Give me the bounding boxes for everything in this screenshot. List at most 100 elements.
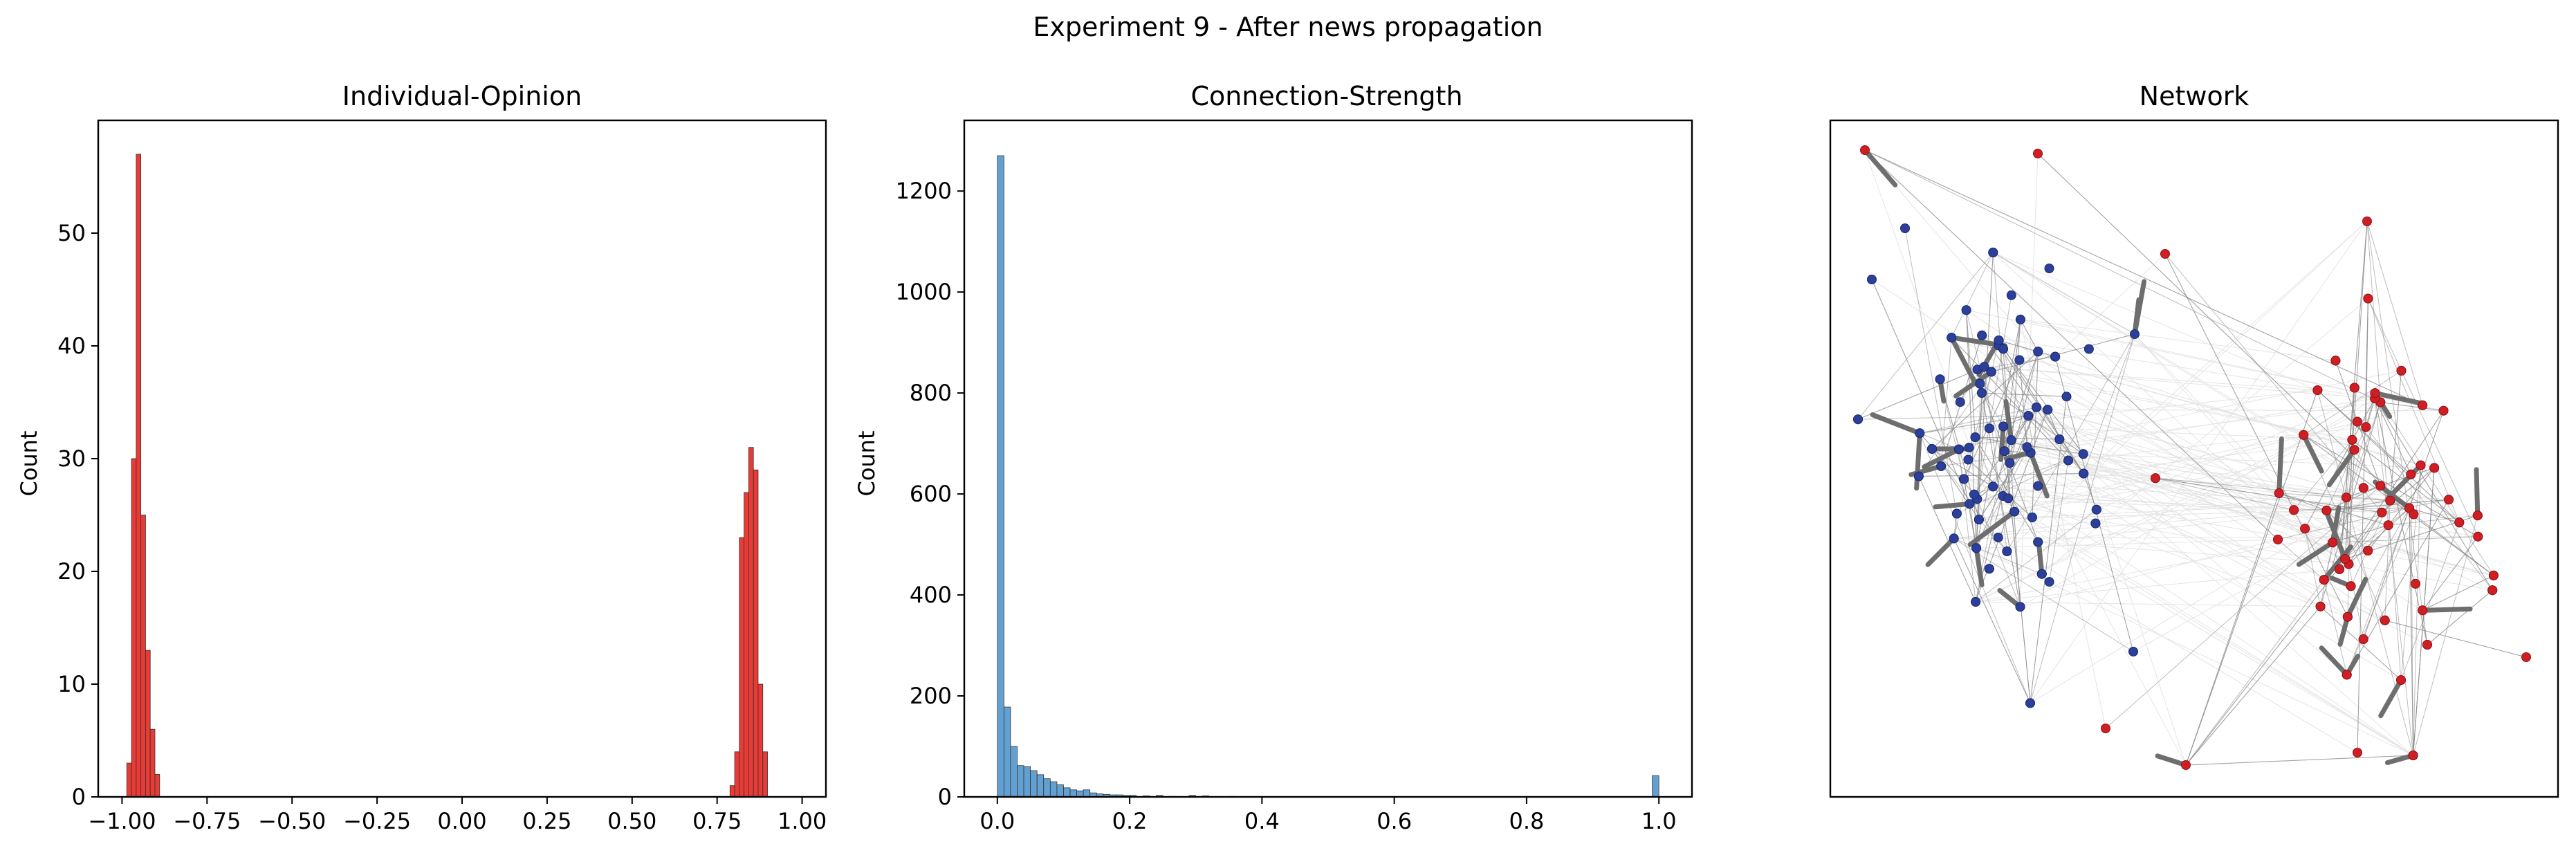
network-edge <box>2032 517 2413 756</box>
network-edge <box>1864 149 2423 406</box>
network-nodes <box>1853 145 2531 770</box>
network-strong-edge <box>2474 467 2481 518</box>
opinion-histogram-bar <box>734 751 740 798</box>
network-edge <box>1984 366 2353 441</box>
network-edge <box>2027 447 2494 576</box>
network-edge <box>2028 415 2279 494</box>
network-edge <box>1966 309 2349 564</box>
connection-histogram-bar <box>1017 765 1024 798</box>
network-edge <box>2003 425 2353 441</box>
network-edge <box>2304 528 2321 607</box>
network-edge <box>2038 510 2327 542</box>
network-edge <box>2020 319 2336 361</box>
network-node-blue <box>1971 597 1981 607</box>
network-strong-edge <box>1925 535 1957 567</box>
network-strong-edge <box>2386 463 2424 499</box>
network-edge <box>2185 389 2318 766</box>
connection-histogram-y-tick-label: 400 <box>910 582 952 608</box>
network-edge <box>2409 508 2460 523</box>
network-edge <box>2363 410 2444 640</box>
network-edge <box>1982 335 2375 399</box>
network-edge <box>2028 415 2321 607</box>
network-edge <box>2004 450 2385 621</box>
network-edge <box>1976 539 2278 549</box>
network-edge <box>1977 499 2478 516</box>
network-edge <box>1953 538 2031 704</box>
network-edge <box>2004 450 2402 681</box>
network-edge <box>1974 494 2413 756</box>
network-edge <box>1977 499 2478 516</box>
network-node-red <box>2487 585 2498 596</box>
network-edge <box>2066 396 2306 529</box>
network-edge <box>2096 392 2375 511</box>
network-edge <box>2030 221 2368 704</box>
network-edge <box>2020 153 2039 607</box>
network-edge <box>2066 396 2306 529</box>
opinion-histogram-y-tick-label: 30 <box>57 445 86 472</box>
network-edge <box>2007 221 2368 552</box>
network-edge <box>2036 407 2156 479</box>
opinion-histogram-x-tick-label: −0.50 <box>258 808 326 834</box>
network-edge <box>1919 433 2031 704</box>
network-edge <box>1976 569 2340 603</box>
connection-histogram-bar <box>1036 774 1045 798</box>
network-edge <box>1977 499 2493 591</box>
network-edge <box>1993 252 2410 508</box>
network-edge <box>2028 415 2279 494</box>
network-edge <box>1966 309 2349 564</box>
network-edge <box>1984 366 2375 399</box>
network-edge <box>1956 513 2358 753</box>
network-node-blue <box>2078 449 2088 459</box>
network-node-blue <box>1977 388 1987 398</box>
network-edge <box>1976 601 2321 607</box>
network-edge <box>1963 479 2494 576</box>
network-edge <box>1978 477 2156 520</box>
network-edge <box>1958 449 2413 756</box>
network-edge <box>1974 494 2413 756</box>
network-edge <box>2032 517 2413 756</box>
network-edge <box>1984 366 2353 441</box>
network-node-red <box>2383 520 2393 531</box>
network-edge <box>2036 407 2156 479</box>
network-edge <box>2134 333 2346 560</box>
network-edge <box>2083 454 2187 766</box>
network-edge <box>1998 340 2304 436</box>
connection-histogram-x-tick-label: 0.6 <box>1377 808 1412 834</box>
network-edge <box>1953 487 2364 539</box>
network-edge <box>1978 405 2423 520</box>
network-edge <box>2027 370 2402 448</box>
network-node-red <box>2273 534 2283 544</box>
network-edge <box>2004 450 2385 621</box>
network-node-blue <box>1979 362 1989 372</box>
connection-histogram-bar <box>1023 766 1031 798</box>
network-edge <box>1984 366 2318 391</box>
network-edge <box>1993 252 2340 570</box>
network-edge <box>1940 466 2413 756</box>
network-edge <box>1963 479 2348 618</box>
network-edge <box>2410 474 2414 756</box>
network-edge <box>1976 569 2340 603</box>
network-edge <box>2083 473 2478 537</box>
network-edge <box>2059 439 2346 560</box>
network-node-blue <box>2044 577 2054 587</box>
opinion-histogram-x-tick-label: 0.75 <box>692 808 742 834</box>
network-edge <box>2083 333 2135 474</box>
network-title: Network <box>2140 81 2250 111</box>
network-edge <box>2366 221 2423 405</box>
network-edge <box>1978 447 2027 520</box>
network-edge <box>1984 366 2318 391</box>
network-node-blue <box>1955 397 1965 407</box>
network-edge <box>2068 426 2366 461</box>
network-node-red <box>2101 724 2110 733</box>
network-edge <box>1864 149 2279 540</box>
network-edge <box>1940 466 2413 756</box>
opinion-histogram-title: Individual-Opinion <box>342 81 582 111</box>
network-edge <box>1975 436 2410 508</box>
network-edge <box>1993 252 2135 335</box>
network-edge <box>2007 221 2368 552</box>
network-edge <box>2004 450 2402 681</box>
network-edge <box>2083 221 2368 474</box>
opinion-histogram-y-tick-label: 50 <box>57 220 86 246</box>
network-edge <box>1975 436 2410 508</box>
